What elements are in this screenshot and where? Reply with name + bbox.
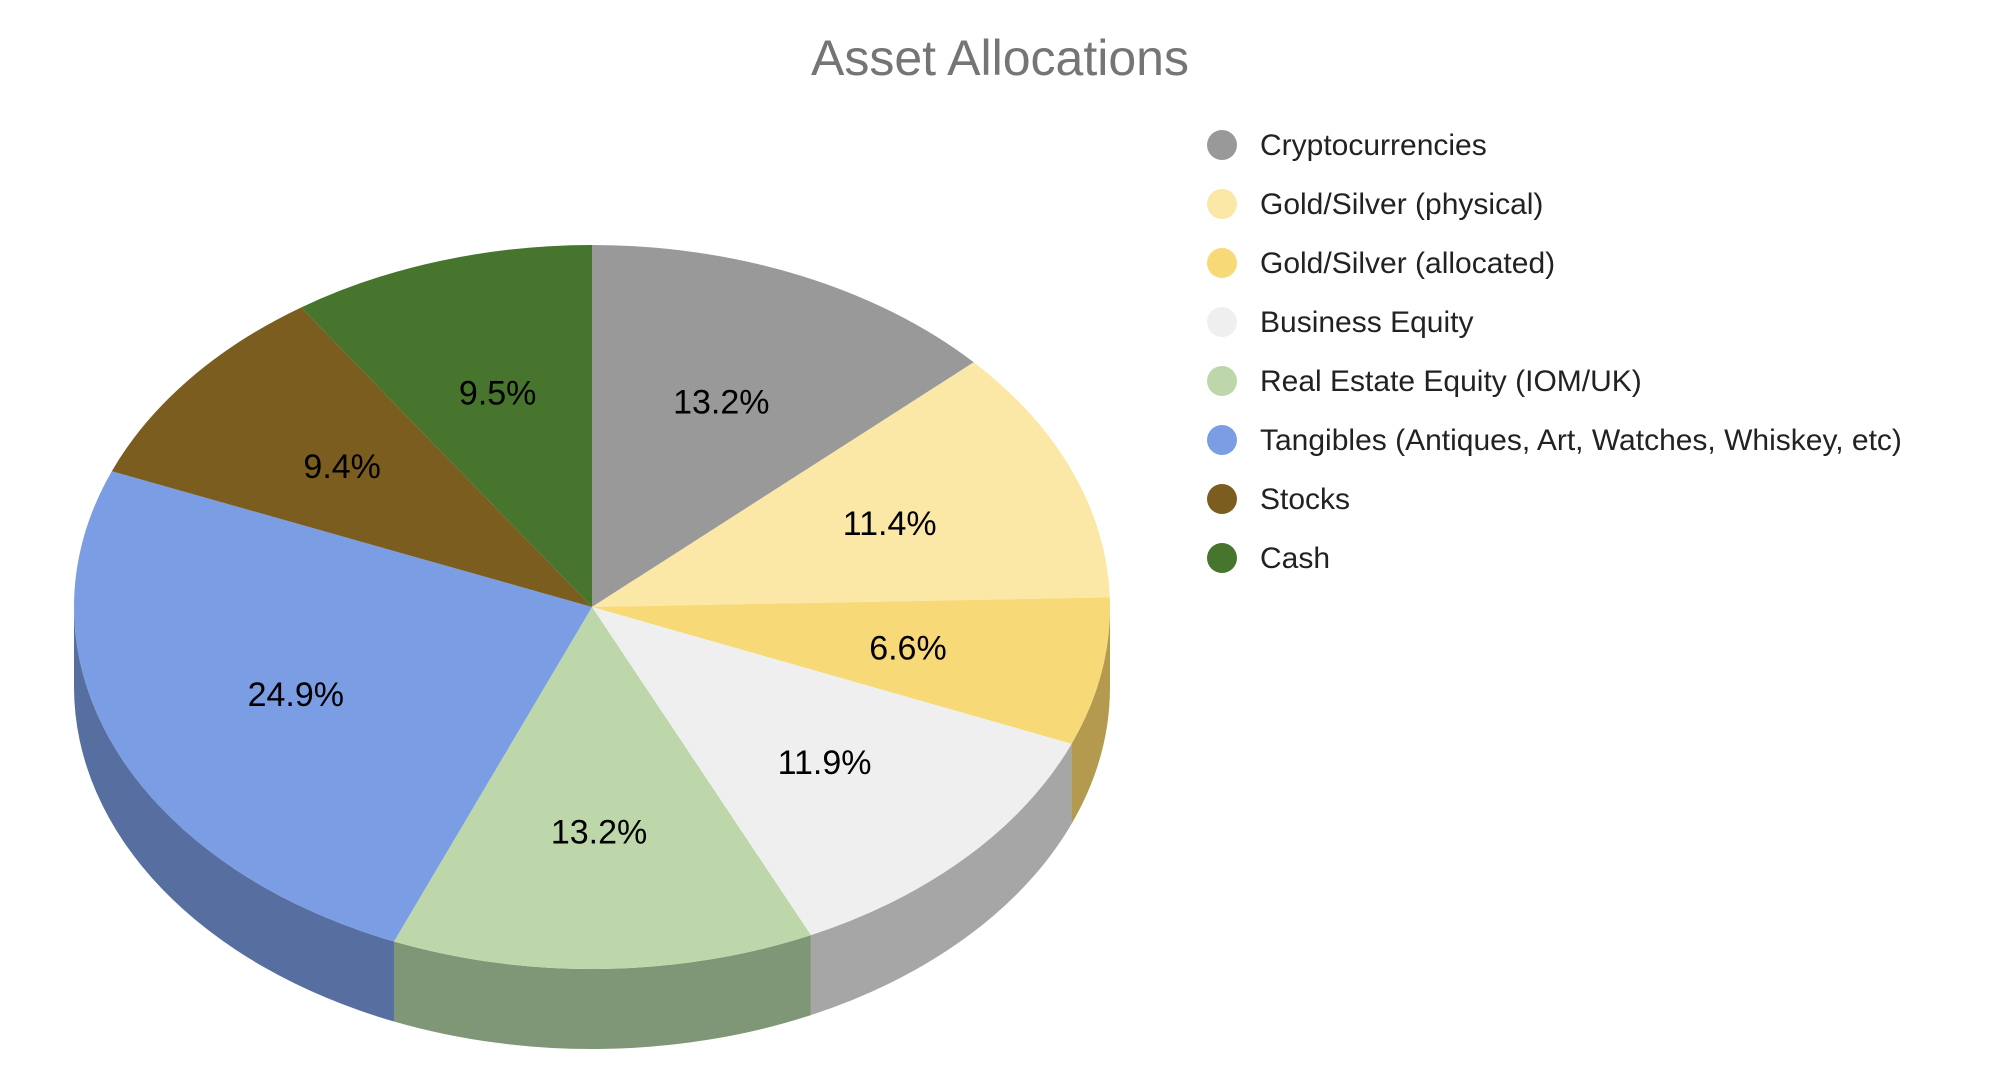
legend-entry-0[interactable]: Cryptocurrencies (1260, 129, 1487, 162)
legend-marker-1[interactable] (1207, 189, 1237, 219)
pie-slice-0[interactable] (592, 245, 974, 607)
chart-title: Asset Allocations (811, 30, 1189, 86)
slice-label-5: 24.9% (248, 676, 344, 714)
slice-label-3: 11.9% (778, 744, 872, 782)
legend-entry-5[interactable]: Tangibles (Antiques, Art, Watches, Whisk… (1260, 424, 1902, 457)
pie-side-5 (74, 607, 394, 1022)
legend-entry-6[interactable]: Stocks (1260, 483, 1350, 516)
slice-label-7: 9.5% (459, 374, 537, 412)
pie-sides (74, 607, 1110, 1049)
legend-entry-4[interactable]: Real Estate Equity (IOM/UK) (1260, 365, 1642, 398)
slice-label-2: 6.6% (869, 629, 947, 667)
legend-marker-0[interactable] (1207, 130, 1237, 160)
legend-entry-1[interactable]: Gold/Silver (physical) (1260, 188, 1543, 221)
legend-entry-3[interactable]: Business Equity (1260, 306, 1473, 339)
pie-slice-7[interactable] (301, 245, 592, 607)
pie-side-3 (810, 743, 1072, 1016)
slice-label-4: 13.2% (551, 813, 647, 851)
legend: Cryptocurrencies Gold/Silver (physical) Go… (1207, 129, 1902, 575)
legend-marker-2[interactable] (1207, 248, 1237, 278)
legend-entry-7[interactable]: Cash (1260, 542, 1330, 575)
legend-marker-6[interactable] (1207, 484, 1237, 514)
slice-labels: 13.2% 11.4% 6.6% 11.9% 13.2% 24.9% 9.4% 9.5% (248, 374, 947, 851)
pie-slice-3[interactable] (592, 607, 1072, 936)
pie-slices (73, 245, 1110, 969)
pie-slice-4[interactable] (393, 607, 811, 969)
legend-marker-5[interactable] (1207, 425, 1237, 455)
pie-slice-5[interactable] (73, 471, 593, 942)
pie-slice-1[interactable] (592, 362, 1110, 607)
legend-marker-4[interactable] (1207, 366, 1237, 396)
pie-side-4 (393, 935, 811, 1049)
slice-label-1: 11.4% (843, 505, 937, 543)
legend-marker-7[interactable] (1207, 543, 1237, 573)
slice-label-0: 13.2% (673, 384, 769, 422)
legend-marker-3[interactable] (1207, 307, 1237, 337)
pie-slice-6[interactable] (111, 307, 593, 607)
pie-side-2 (1071, 607, 1110, 824)
legend-entry-2[interactable]: Gold/Silver (allocated) (1260, 247, 1555, 280)
pie-slice-2[interactable] (592, 597, 1110, 744)
slice-label-6: 9.4% (303, 448, 381, 486)
